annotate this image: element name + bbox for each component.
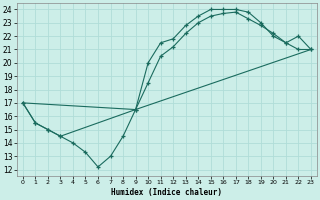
X-axis label: Humidex (Indice chaleur): Humidex (Indice chaleur)	[111, 188, 222, 197]
